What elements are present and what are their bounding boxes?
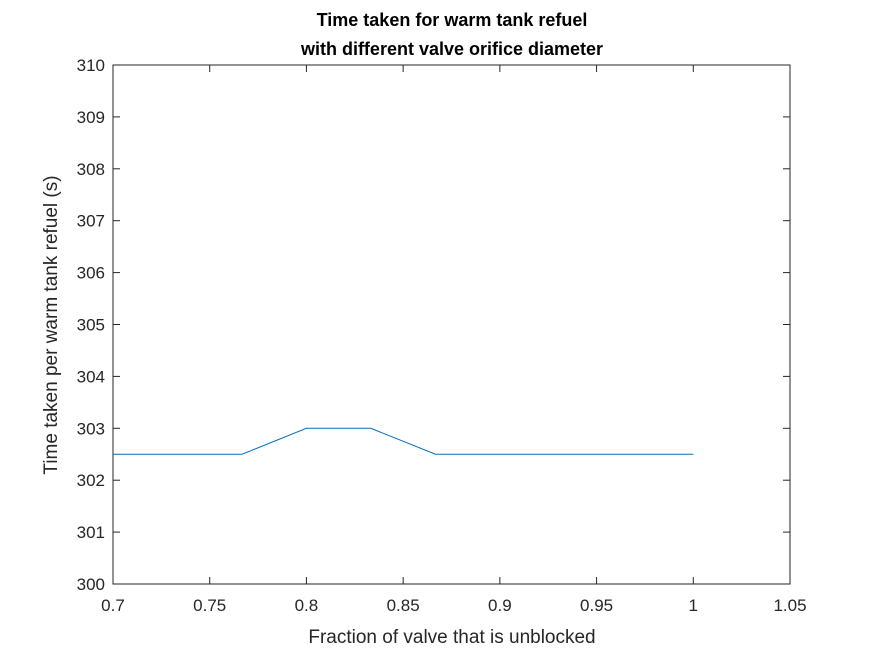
y-tick-label: 308 — [77, 160, 105, 179]
series-layer — [113, 427, 694, 455]
y-tick-label: 307 — [77, 212, 105, 231]
plot-area — [112, 64, 791, 585]
y-tick-label: 300 — [77, 575, 105, 594]
y-tick-label: 309 — [77, 108, 105, 127]
x-tick-label: 0.75 — [193, 596, 226, 615]
x-axis: 0.7 0.75 0.8 0.85 0.9 0.95 1 1.05 — [101, 65, 807, 615]
x-tick-label: 0.9 — [488, 596, 512, 615]
axes-box — [112, 64, 791, 585]
chart-title-line-1: Time taken for warm tank refuel — [317, 10, 588, 30]
y-axis: 300 301 302 303 304 305 306 307 308 309 310 — [77, 56, 790, 594]
y-tick-label: 304 — [77, 367, 105, 386]
series-line-0 — [113, 427, 694, 455]
x-axis-label: Fraction of valve that is unblocked — [308, 627, 595, 648]
x-tick-label: 0.7 — [101, 596, 125, 615]
y-tick-label: 306 — [77, 264, 105, 283]
x-tick-label: 0.8 — [295, 596, 319, 615]
y-tick-label: 301 — [77, 523, 105, 542]
x-tick-label: 0.85 — [387, 596, 420, 615]
y-tick-label: 305 — [77, 316, 105, 335]
y-axis-label: Time taken per warm tank refuel (s) — [41, 175, 62, 474]
y-tick-label: 303 — [77, 419, 105, 438]
x-tick-label: 0.95 — [580, 596, 613, 615]
x-tick-label: 1.05 — [773, 596, 806, 615]
y-tick-label: 310 — [77, 56, 105, 75]
x-tick-label: 1 — [689, 596, 698, 615]
y-tick-label: 302 — [77, 471, 105, 490]
chart-title-line-2: with different valve orifice diameter — [300, 39, 603, 59]
